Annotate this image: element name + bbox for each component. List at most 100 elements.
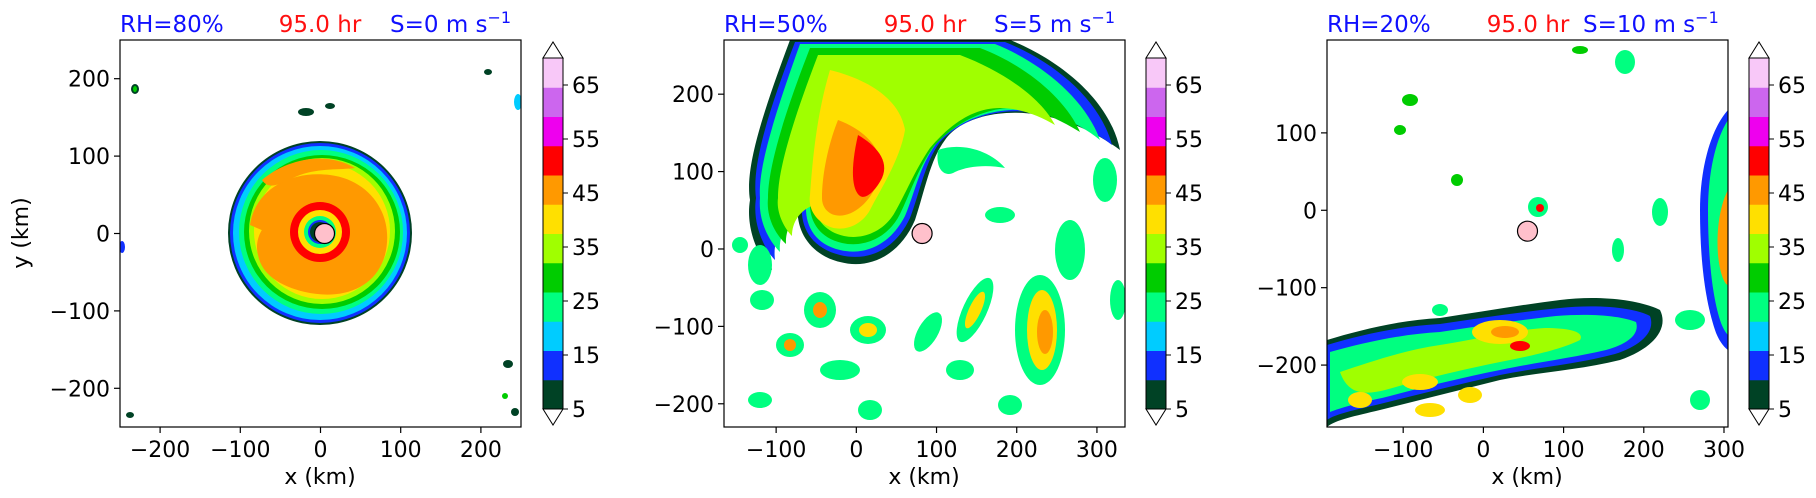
contour-speckle <box>1055 220 1085 280</box>
y-tick-label: 200 <box>672 83 714 108</box>
contour-speckle <box>748 245 772 285</box>
colorbar-segment <box>1749 350 1769 381</box>
colorbar-extend-max <box>542 41 564 59</box>
colorbar-tick-label: 45 <box>1175 182 1203 207</box>
panel-rh20: RH=20% 95.0 hr S=10 m s−1 <box>1257 8 1806 490</box>
y-tick-label: 100 <box>672 161 714 186</box>
contour-speckle <box>1510 341 1530 351</box>
contour-speckle <box>1615 50 1635 74</box>
contour-speckle <box>1536 204 1544 212</box>
y-tick-label: −200 <box>654 393 714 418</box>
contour-speckle <box>946 360 974 380</box>
title-right-main: S=0 m s <box>390 12 488 38</box>
colorbar-tick-label: 25 <box>572 290 600 315</box>
colorbar-segment <box>1146 175 1166 205</box>
colorbar-tick-label: 65 <box>572 74 600 99</box>
x-tick-label: −100 <box>746 438 806 463</box>
colorbar-segment <box>1749 292 1769 322</box>
panel-title-center: 95.0 hr <box>279 12 362 38</box>
contour-speckle <box>1458 387 1482 403</box>
storm-center-marker <box>313 222 336 245</box>
y-tick-label: −200 <box>50 377 110 402</box>
colorbar-segment <box>1146 262 1166 293</box>
title-right-superscript: −1 <box>488 8 512 27</box>
y-tick-label: −200 <box>1257 354 1317 379</box>
x-tick-label: 100 <box>916 438 958 463</box>
colorbar-segment <box>1749 233 1769 264</box>
contour-field <box>732 40 1125 420</box>
colorbar-segment <box>1146 292 1166 322</box>
contour-speckle <box>1451 174 1463 186</box>
contour-speckle <box>858 400 882 420</box>
contour-field <box>1327 46 1728 427</box>
contour-field <box>120 69 521 418</box>
title-right-main: S=5 m s <box>994 12 1092 38</box>
colorbar-segment <box>1749 58 1769 88</box>
panel-title-right: S=5 m s−1 <box>994 8 1115 38</box>
colorbar-segment <box>1146 233 1166 264</box>
colorbar-segment <box>543 145 563 176</box>
contour-speckle <box>1402 374 1438 390</box>
contour-speckle <box>1690 390 1710 410</box>
colorbar-segment <box>1749 116 1769 147</box>
colorbar-segment <box>543 116 563 147</box>
contour-speckle <box>1402 94 1418 106</box>
colorbar-tick-label: 65 <box>1175 74 1203 99</box>
colorbar-segment <box>1146 350 1166 381</box>
colorbar-frame <box>542 57 564 410</box>
colorbar-segment <box>1749 175 1769 205</box>
colorbar-extend-min <box>1145 408 1167 426</box>
colorbar-extend-max <box>1748 41 1770 59</box>
plot-area <box>1326 39 1729 428</box>
colorbar-tick-label: 5 <box>1778 398 1792 423</box>
contour-speckle <box>1348 392 1372 408</box>
contour-speckle <box>784 339 796 351</box>
x-tick-label: 100 <box>380 438 422 463</box>
contour-speckle <box>820 360 860 380</box>
y-tick-label: 0 <box>700 238 714 263</box>
colorbar-tick-label: 45 <box>572 182 600 207</box>
colorbar-segment <box>1146 321 1166 351</box>
contour-speckle <box>914 312 942 352</box>
colorbar-tick-label: 35 <box>1778 236 1806 261</box>
contour-speckle <box>748 392 772 408</box>
contour-speckle <box>484 69 492 75</box>
colorbar-segment <box>543 350 563 381</box>
colorbar-segment <box>1749 204 1769 234</box>
y-tick-label: 0 <box>96 223 110 248</box>
y-tick-label: 200 <box>68 68 110 93</box>
colorbar: 5 15 25 35 45 55 65 <box>1748 41 1806 426</box>
x-tick-label: 0 <box>1476 438 1490 463</box>
contour-speckle <box>1612 238 1624 262</box>
x-axis-label: x (km) <box>284 465 355 490</box>
axes: −100 0 100 200 300 −200 −100 0 100 200 <box>654 83 1118 463</box>
contour-speckle <box>325 103 335 109</box>
contour-speckle <box>732 237 748 253</box>
contour-band <box>852 135 885 197</box>
colorbar-segment <box>543 175 563 205</box>
colorbar-frame <box>1145 57 1167 410</box>
contour-speckle <box>1037 310 1053 354</box>
colorbar-tick-label: 15 <box>1175 344 1203 369</box>
colorbar-tick-label: 35 <box>572 236 600 261</box>
title-right-main: S=10 m s <box>1583 12 1695 38</box>
contour-speckle <box>126 412 134 418</box>
y-tick-label: −100 <box>50 300 110 325</box>
colorbar-tick-label: 25 <box>1778 290 1806 315</box>
panel-rh50: RH=50% 95.0 hr S=5 m s−1 <box>654 8 1203 490</box>
colorbar-segment <box>1146 116 1166 147</box>
x-tick-label: 0 <box>849 438 863 463</box>
contour-speckle <box>502 393 508 399</box>
contour-speckle <box>1415 403 1445 417</box>
x-tick-label: 300 <box>1076 438 1118 463</box>
contour-speckle <box>514 94 521 110</box>
colorbar-segment <box>1146 87 1166 117</box>
panel-title-left: RH=50% <box>724 12 828 38</box>
panel-rh80: RH=80% 95.0 hr S=0 m s−1 <box>9 8 600 490</box>
colorbar-segment <box>543 58 563 88</box>
axes: −100 0 100 200 300 −200 −100 0 100 <box>1257 122 1745 463</box>
colorbar-tick-label: 55 <box>572 128 600 153</box>
colorbar-tick-label: 25 <box>1175 290 1203 315</box>
panel-title-center: 95.0 hr <box>1487 12 1570 38</box>
